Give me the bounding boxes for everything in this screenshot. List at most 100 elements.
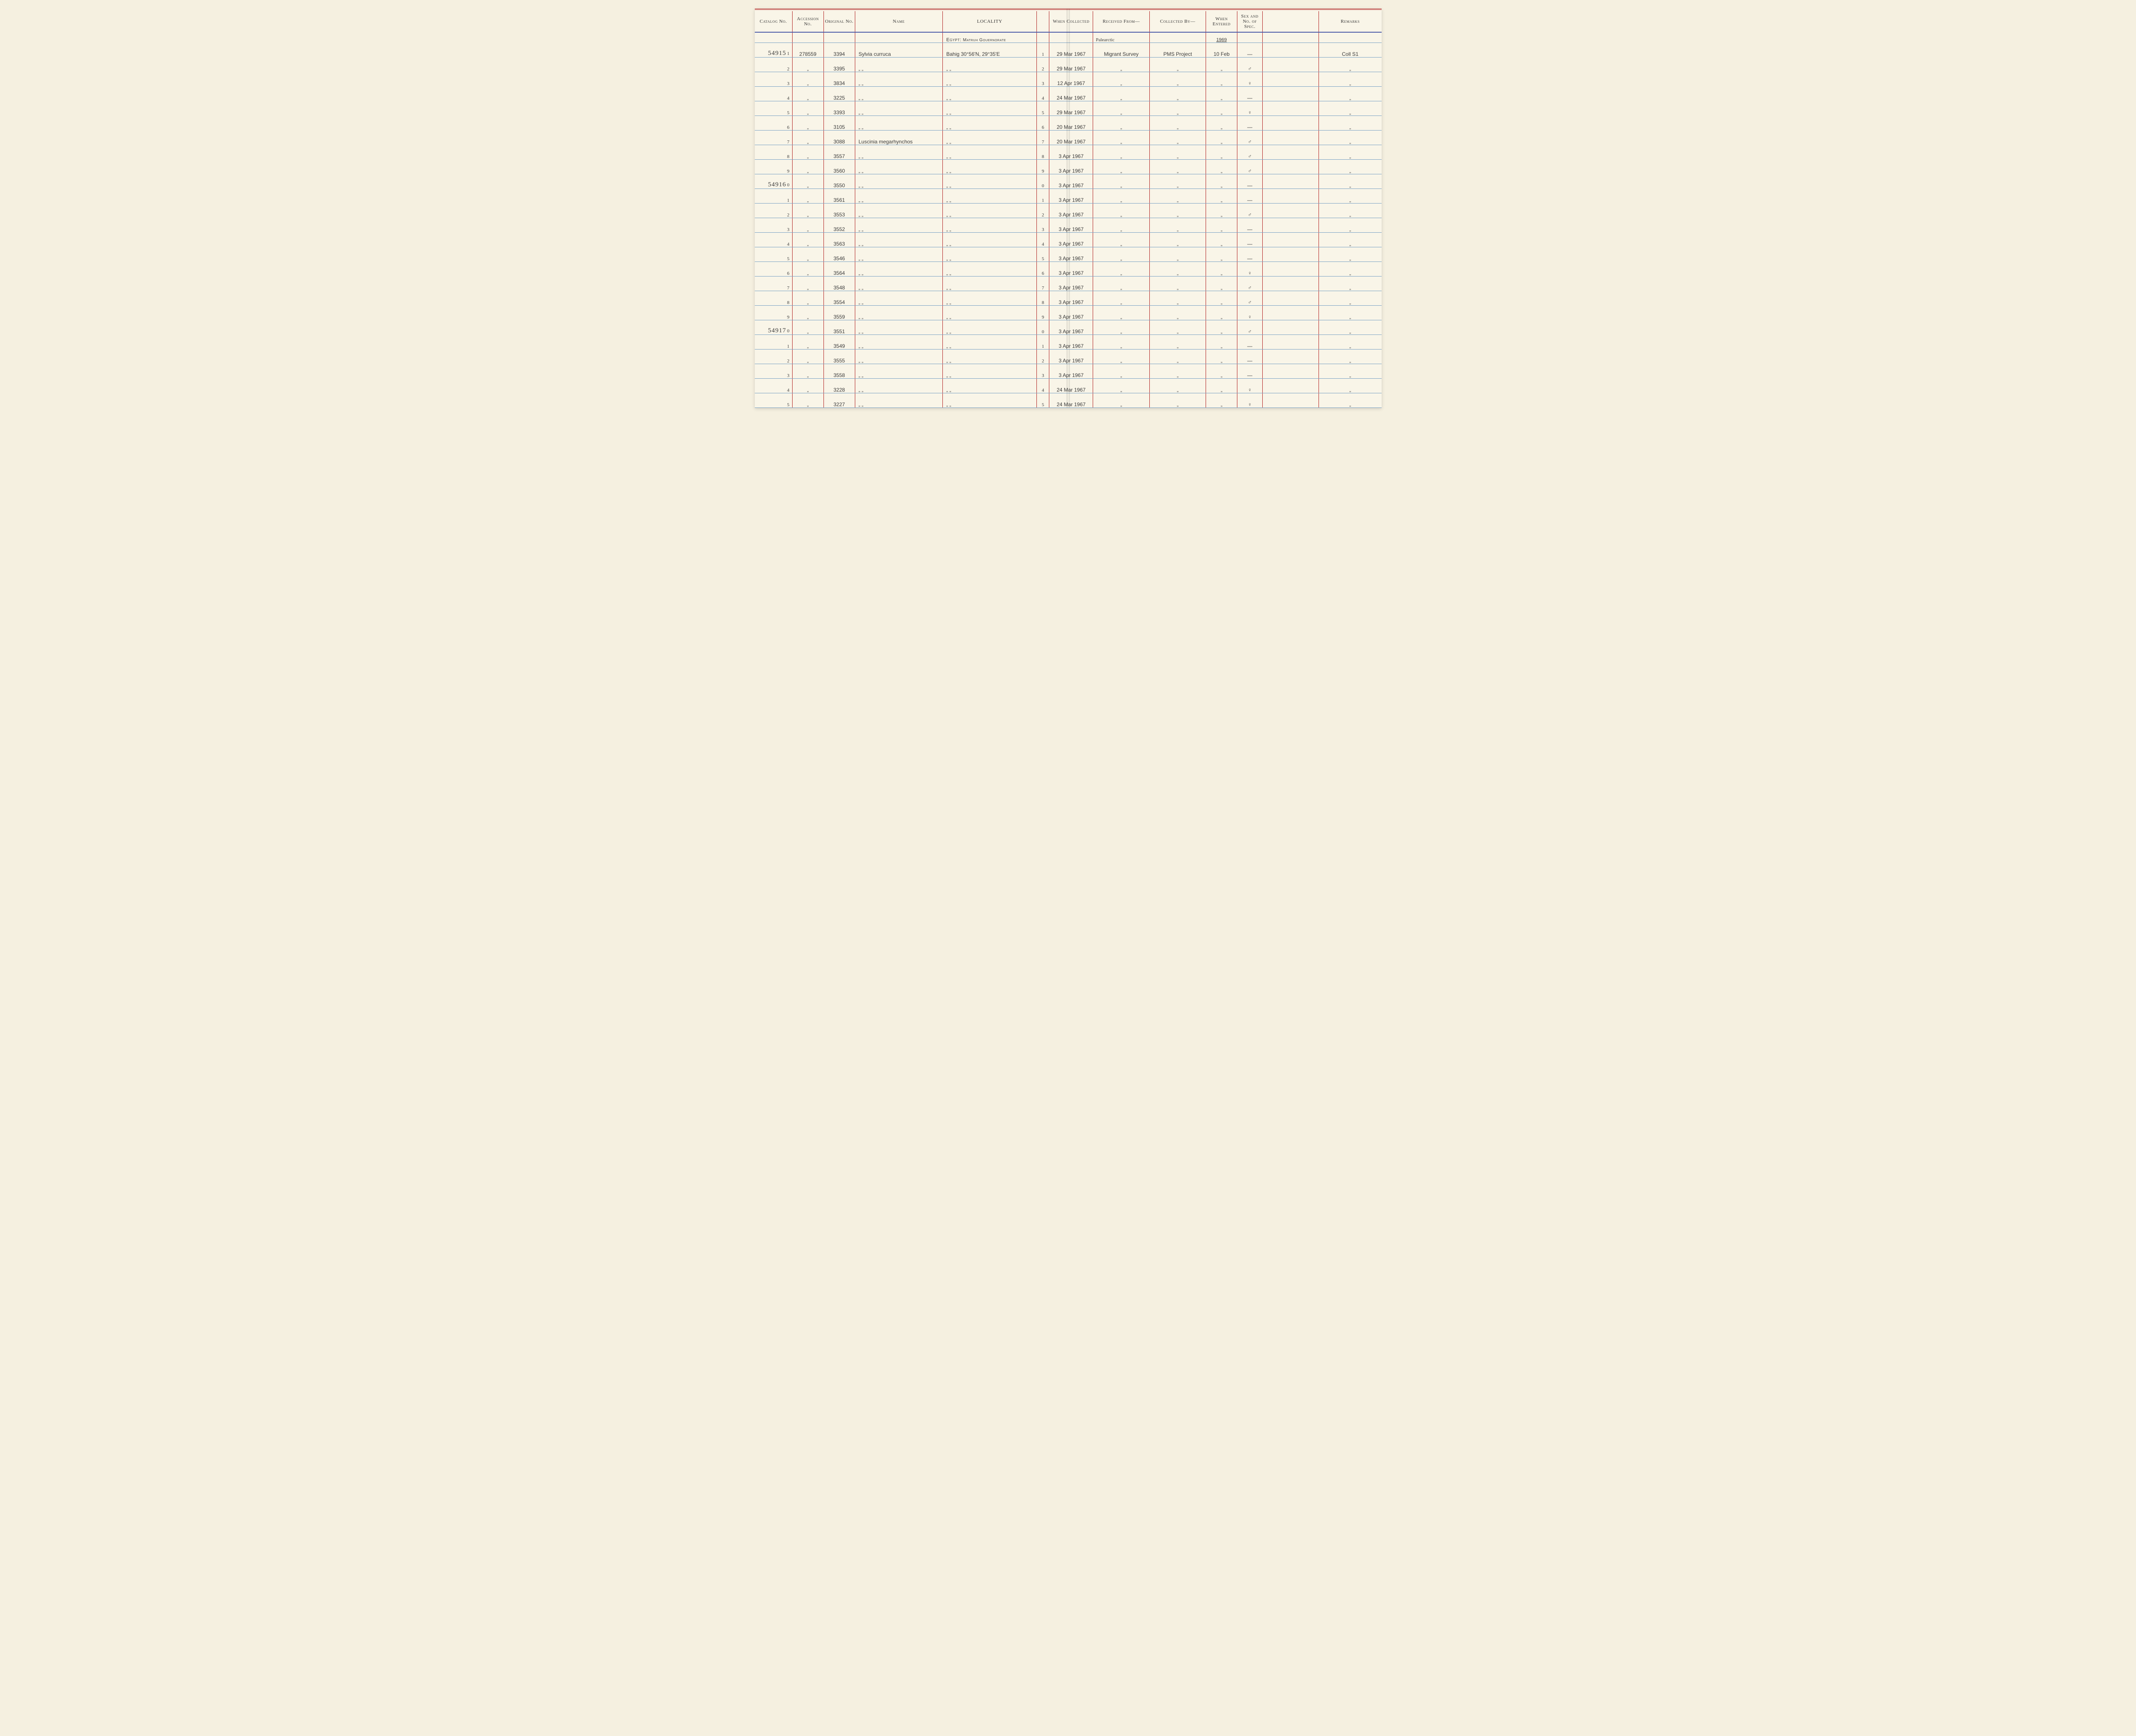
collected-by-cell: „ — [1149, 116, 1206, 130]
sex-cell: ♂ — [1237, 203, 1262, 218]
remarks-cell: „ — [1319, 218, 1381, 232]
catalog-major: 54915 — [768, 50, 787, 57]
when-entered-cell: „ — [1206, 174, 1237, 188]
collected-by-cell: „ — [1149, 378, 1206, 393]
catalog-cell: 3 — [755, 218, 793, 232]
blank-cell — [1262, 145, 1319, 159]
table-row: 5„3546„ „„ „53 Apr 1967„„„—„ — [755, 247, 1382, 261]
received-from-cell: „ — [1093, 393, 1149, 407]
received-from-cell: „ — [1093, 174, 1149, 188]
when-entered-cell: „ — [1206, 393, 1237, 407]
accession-cell: „ — [792, 276, 823, 291]
catalog-minor: 2 — [787, 359, 790, 364]
remarks-cell: „ — [1319, 57, 1381, 72]
original-no-cell: 3546 — [823, 247, 855, 261]
locality-cell: „ „ — [942, 203, 1036, 218]
when-entered-cell: „ — [1206, 320, 1237, 334]
blank-cell — [1262, 188, 1319, 203]
remarks-cell: „ — [1319, 130, 1381, 145]
remarks-cell: „ — [1319, 101, 1381, 116]
name-cell: „ „ — [855, 174, 942, 188]
original-no-cell: 3558 — [823, 364, 855, 378]
original-no-cell: 3555 — [823, 349, 855, 364]
catalog-minor: 3 — [787, 81, 790, 86]
blank-cell — [1262, 364, 1319, 378]
accession-cell: „ — [792, 291, 823, 305]
name-cell: „ „ — [855, 393, 942, 407]
received-from-cell: „ — [1093, 57, 1149, 72]
received-from-cell: „ — [1093, 378, 1149, 393]
index-cell: 7 — [1036, 130, 1049, 145]
accession-cell: „ — [792, 174, 823, 188]
collected-by-cell: „ — [1149, 291, 1206, 305]
blank-cell — [1262, 203, 1319, 218]
when-collected-cell: 24 Mar 1967 — [1049, 378, 1093, 393]
received-from-cell: „ — [1093, 305, 1149, 320]
collected-by-cell: „ — [1149, 393, 1206, 407]
catalog-cell: 1 — [755, 188, 793, 203]
accession-cell: „ — [792, 218, 823, 232]
catalog-minor: 5 — [787, 110, 790, 116]
name-cell: „ „ — [855, 349, 942, 364]
table-row: 4„3563„ „„ „43 Apr 1967„„„—„ — [755, 232, 1382, 247]
original-no-cell: 3553 — [823, 203, 855, 218]
accession-cell: „ — [792, 130, 823, 145]
received-from-cell: „ — [1093, 116, 1149, 130]
when-collected-cell: 20 Mar 1967 — [1049, 116, 1093, 130]
catalog-cell: 4 — [755, 378, 793, 393]
remarks-cell: „ — [1319, 188, 1381, 203]
blank-cell — [1262, 72, 1319, 86]
catalog-minor: 1 — [787, 198, 790, 203]
received-from-cell: „ — [1093, 203, 1149, 218]
collected-by-cell: „ — [1149, 305, 1206, 320]
remarks-cell: „ — [1319, 232, 1381, 247]
original-no-cell: 3552 — [823, 218, 855, 232]
collected-by-cell: „ — [1149, 159, 1206, 174]
blank-cell — [1262, 291, 1319, 305]
collected-by-cell: „ — [1149, 320, 1206, 334]
table-row: 9„3559„ „„ „93 Apr 1967„„„♀„ — [755, 305, 1382, 320]
table-header: Catalog No. Accession No. Original No. N… — [755, 11, 1382, 32]
catalog-cell: 6 — [755, 261, 793, 276]
header-accession: Accession No. — [792, 11, 823, 32]
table-row: 3„3552„ „„ „33 Apr 1967„„„—„ — [755, 218, 1382, 232]
when-entered-cell: 10 Feb — [1206, 43, 1237, 57]
table-row: 9„3560„ „„ „93 Apr 1967„„„♂„ — [755, 159, 1382, 174]
collected-by-cell: „ — [1149, 86, 1206, 101]
table-row: 4„3228„ „„ „424 Mar 1967„„„♀„ — [755, 378, 1382, 393]
locality-cell: „ „ — [942, 101, 1036, 116]
accession-cell: „ — [792, 57, 823, 72]
blank-cell — [1262, 232, 1319, 247]
sex-cell: ♀ — [1237, 261, 1262, 276]
when-entered-cell: „ — [1206, 188, 1237, 203]
header-received: Received From— — [1093, 11, 1149, 32]
catalog-minor: 6 — [787, 125, 790, 130]
when-entered-cell: „ — [1206, 334, 1237, 349]
specimen-ledger-table: Catalog No. Accession No. Original No. N… — [755, 11, 1382, 408]
when-entered-cell: „ — [1206, 101, 1237, 116]
accession-cell: „ — [792, 393, 823, 407]
accession-cell: „ — [792, 203, 823, 218]
when-entered-cell: „ — [1206, 291, 1237, 305]
accession-cell: „ — [792, 349, 823, 364]
locality-cell: „ „ — [942, 72, 1036, 86]
when-entered-cell: „ — [1206, 145, 1237, 159]
received-from-cell: „ — [1093, 145, 1149, 159]
index-cell: 8 — [1036, 145, 1049, 159]
collected-by-cell: „ — [1149, 261, 1206, 276]
remarks-cell: Coll S1 — [1319, 43, 1381, 57]
locality-cell: „ „ — [942, 86, 1036, 101]
when-collected-cell: 3 Apr 1967 — [1049, 159, 1093, 174]
catalog-cell: 5 — [755, 101, 793, 116]
accession-cell: „ — [792, 320, 823, 334]
accession-cell: „ — [792, 145, 823, 159]
locality-cell: „ „ — [942, 305, 1036, 320]
blank-cell — [1262, 218, 1319, 232]
sex-cell: — — [1237, 349, 1262, 364]
when-collected-cell: 3 Apr 1967 — [1049, 232, 1093, 247]
table-row: 5491512785593394Sylvia currucaBahig 30°5… — [755, 43, 1382, 57]
remarks-cell: „ — [1319, 364, 1381, 378]
when-entered-cell: „ — [1206, 130, 1237, 145]
blank-cell — [1262, 86, 1319, 101]
original-no-cell: 3557 — [823, 145, 855, 159]
